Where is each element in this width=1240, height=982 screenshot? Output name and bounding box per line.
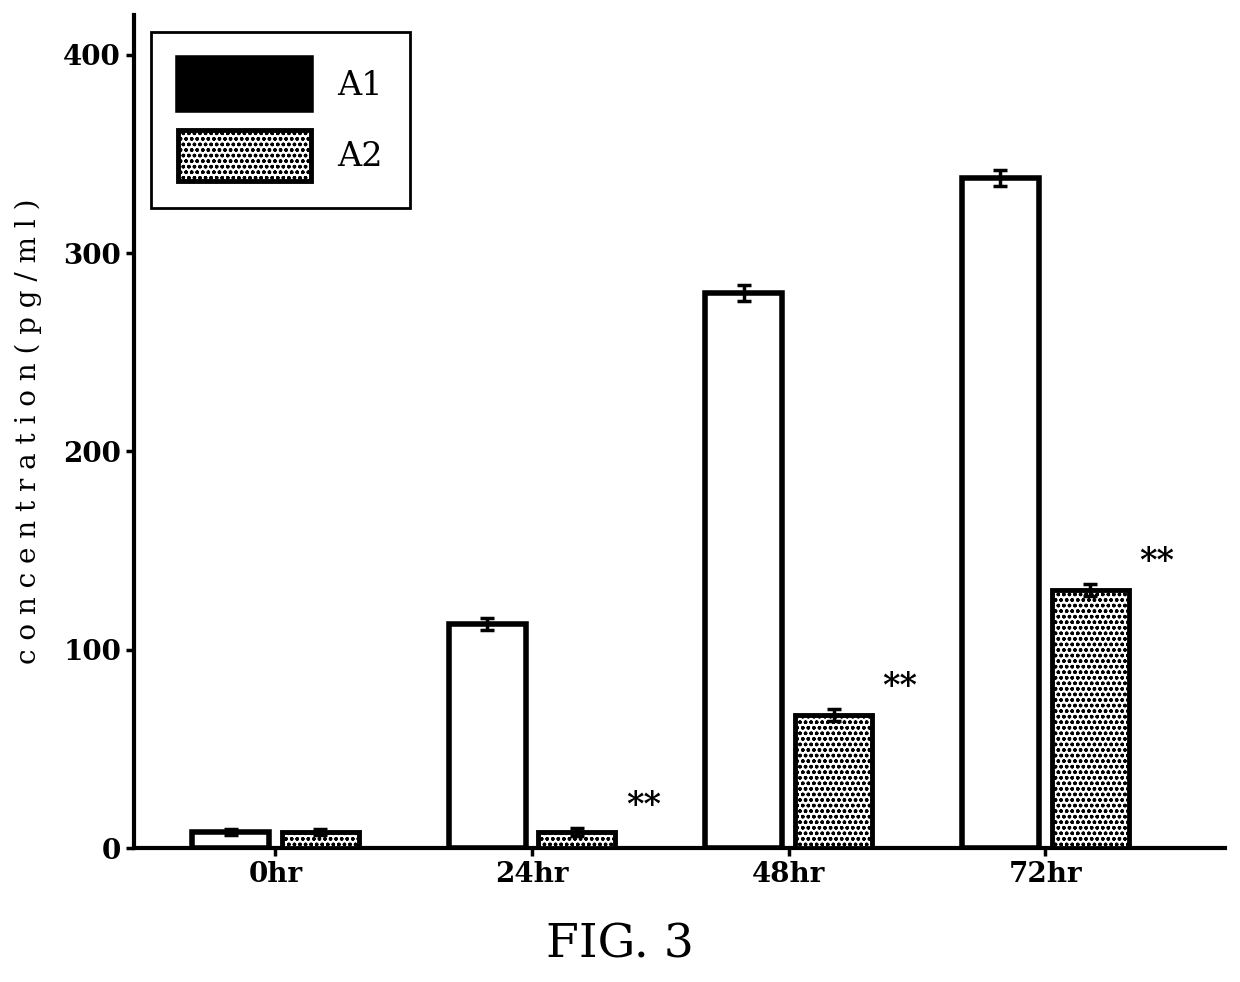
Text: FIG. 3: FIG. 3 bbox=[546, 922, 694, 967]
Bar bbox=[962, 178, 1039, 848]
Bar bbox=[281, 833, 358, 848]
Legend: A1, A2: A1, A2 bbox=[151, 31, 409, 208]
Text: **: ** bbox=[883, 671, 918, 703]
Bar bbox=[449, 625, 526, 848]
Bar bbox=[1052, 590, 1128, 848]
Bar bbox=[706, 293, 782, 848]
Text: **: ** bbox=[1140, 545, 1174, 578]
Bar bbox=[538, 833, 615, 848]
Y-axis label: c o n c e n t r a t i o n ( p g / m l ): c o n c e n t r a t i o n ( p g / m l ) bbox=[15, 199, 42, 665]
Text: **: ** bbox=[626, 790, 661, 823]
Bar bbox=[795, 715, 872, 848]
Bar bbox=[192, 833, 269, 848]
